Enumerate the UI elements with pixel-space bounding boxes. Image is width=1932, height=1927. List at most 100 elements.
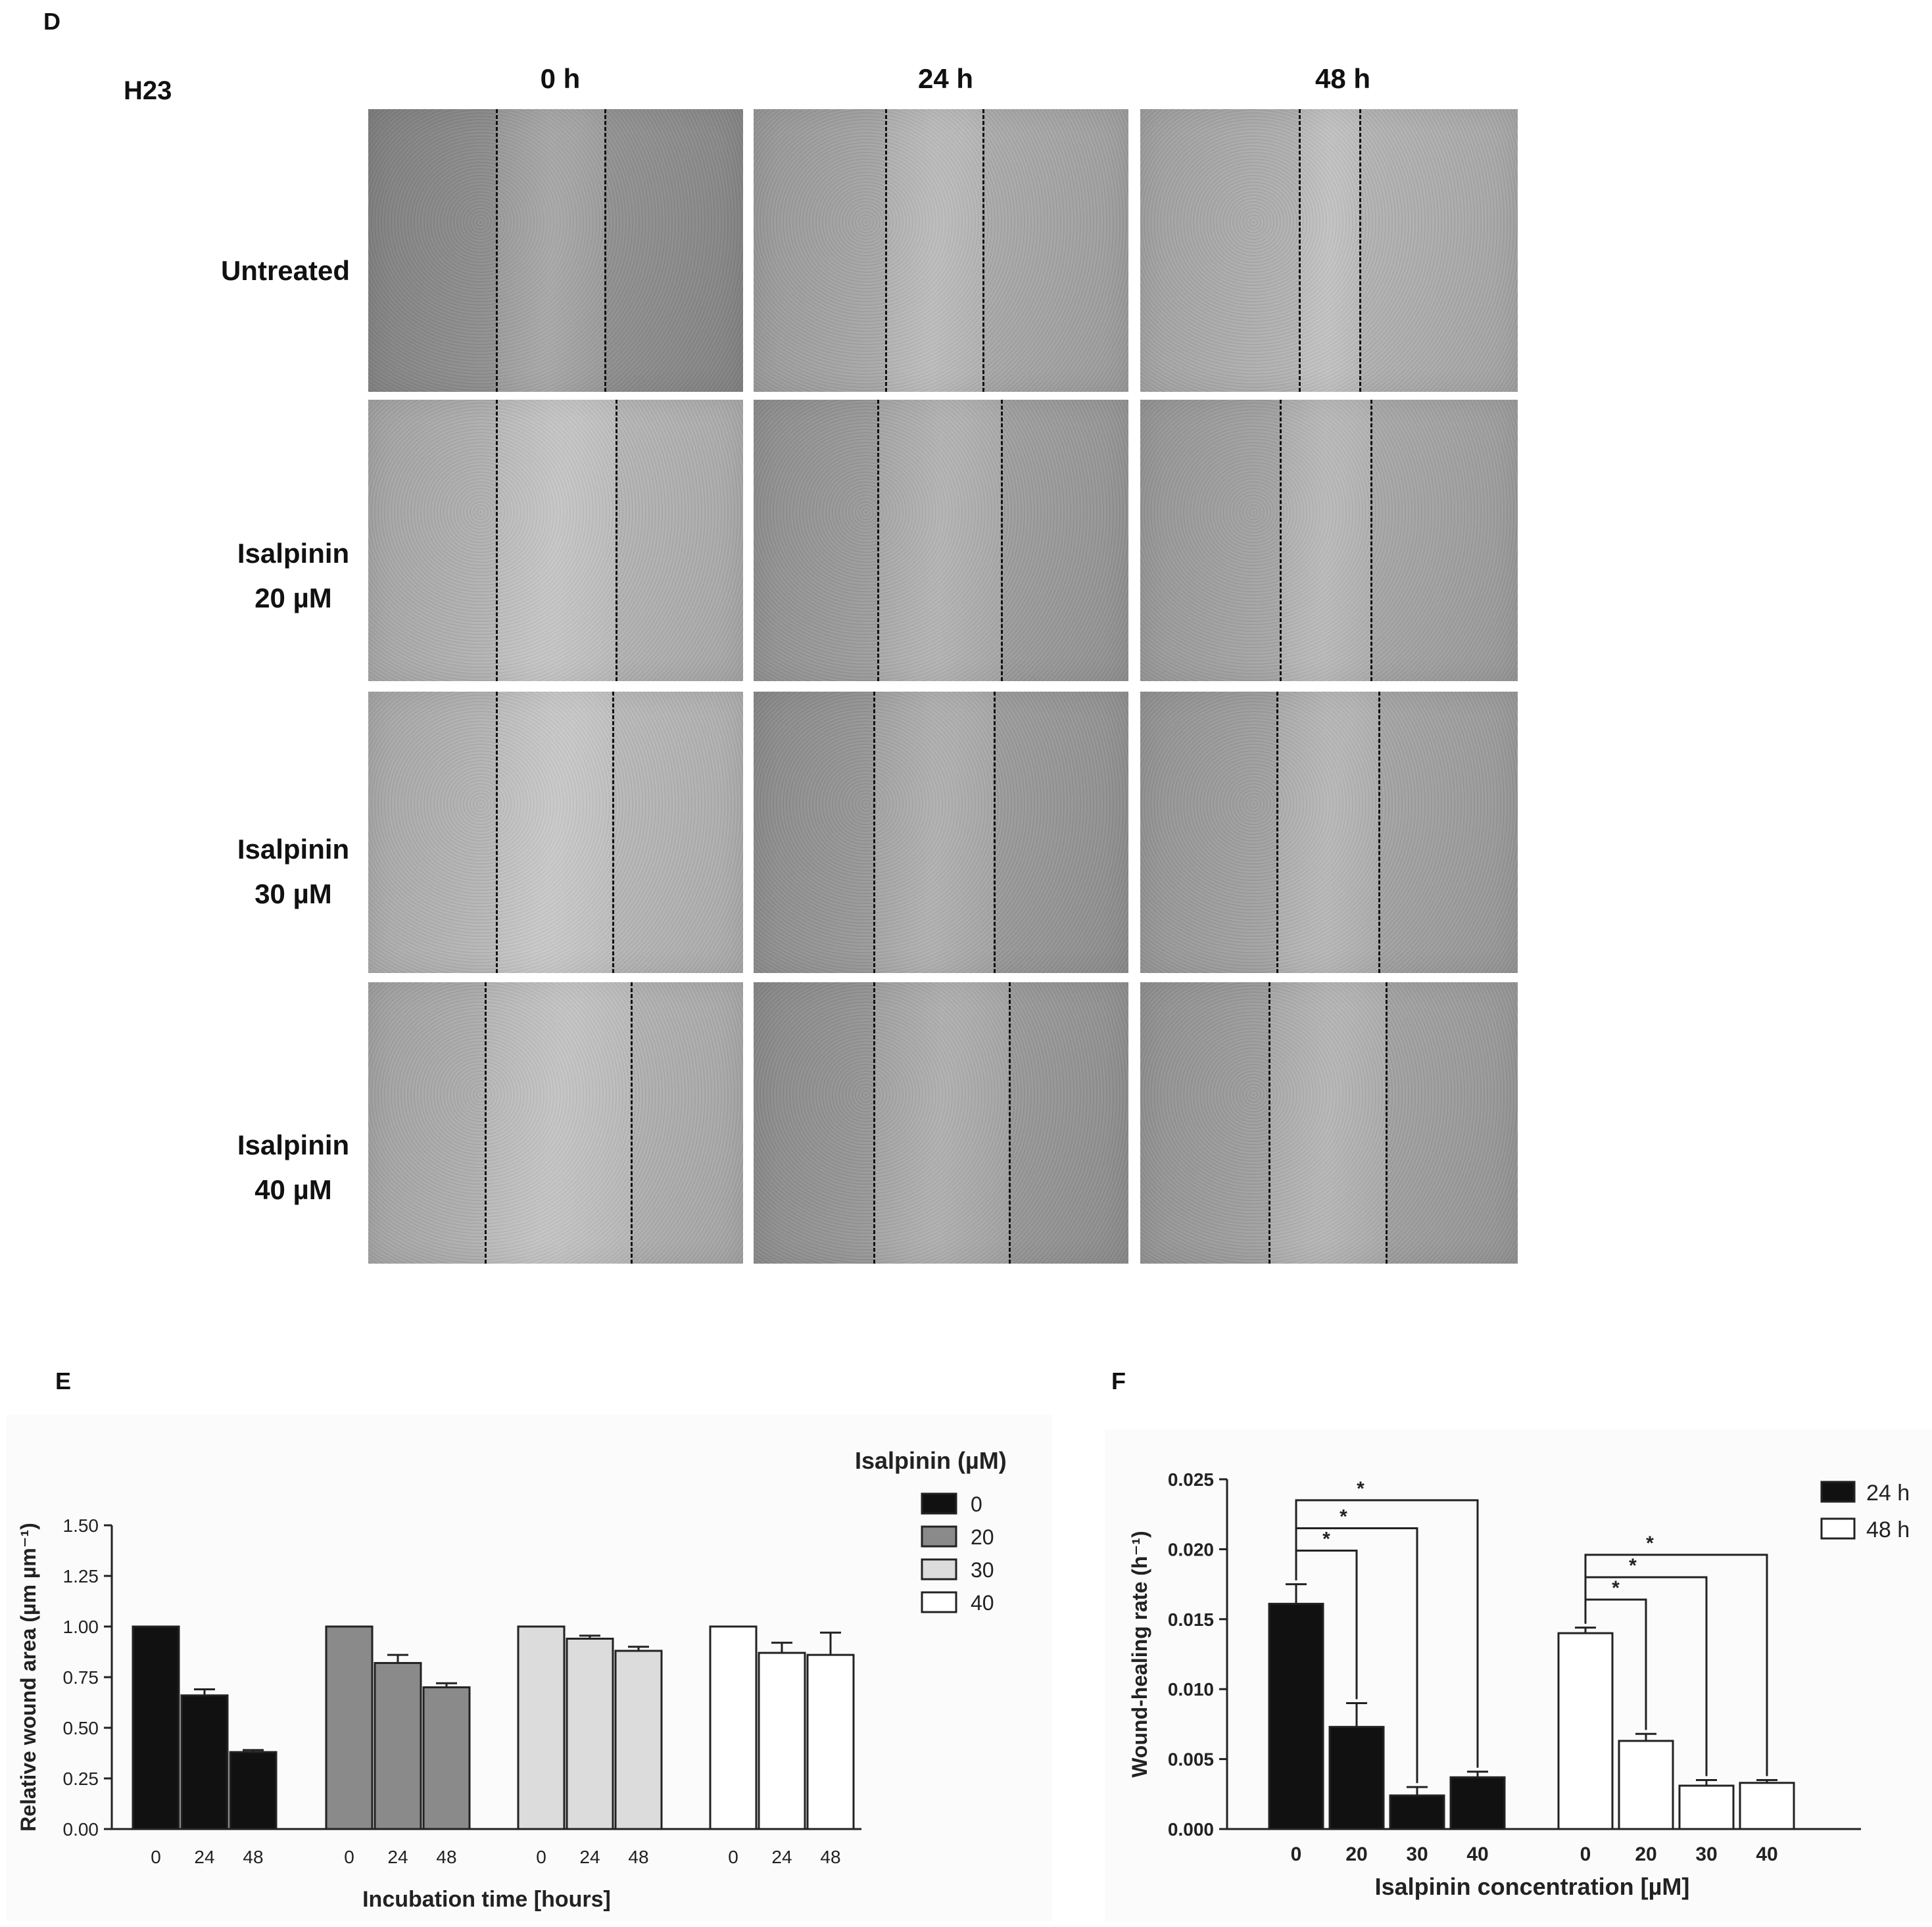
legend-swatch bbox=[921, 1558, 957, 1581]
x-tick-label: 20 bbox=[1635, 1844, 1656, 1865]
micrograph-tile bbox=[754, 982, 1128, 1264]
row-label-isalpinin-20: Isalpinin 20 µM bbox=[237, 538, 350, 613]
x-tick-label: 48 bbox=[820, 1847, 840, 1867]
wound-edge-dashed-line bbox=[884, 109, 887, 392]
wound-gap bbox=[1280, 400, 1371, 681]
x-tick-label: 24 bbox=[194, 1847, 214, 1867]
x-tick-label: 24 bbox=[579, 1847, 600, 1867]
y-tick-label: 0.005 bbox=[1168, 1749, 1214, 1770]
x-tick-label: 48 bbox=[436, 1847, 456, 1867]
micrograph-tile bbox=[754, 692, 1128, 973]
bar bbox=[422, 1686, 471, 1830]
wound-gap bbox=[495, 109, 605, 392]
row-label-untreated: Untreated bbox=[220, 255, 350, 286]
bar bbox=[614, 1650, 663, 1830]
y-tick-label: 0.25 bbox=[63, 1769, 99, 1789]
x-tick-label: 0 bbox=[536, 1847, 546, 1867]
wound-edge-dashed-line bbox=[1299, 109, 1301, 392]
row-label-isalpinin-30: Isalpinin 30 µM bbox=[237, 834, 350, 909]
legend-swatch bbox=[921, 1492, 957, 1515]
legend-swatch bbox=[1820, 1481, 1856, 1503]
legend-label: 20 bbox=[971, 1525, 994, 1549]
bar bbox=[1268, 1602, 1324, 1830]
significance-bracket bbox=[1584, 1554, 1768, 1776]
wound-edge-dashed-line bbox=[495, 692, 498, 973]
y-tick-label: 0.50 bbox=[63, 1718, 99, 1738]
bar bbox=[1557, 1632, 1614, 1830]
bar bbox=[132, 1625, 180, 1830]
wound-edge-dashed-line bbox=[495, 400, 498, 681]
panel-d-letter: D bbox=[43, 8, 60, 35]
wound-edge-dashed-line bbox=[1359, 109, 1361, 392]
wound-edge-dashed-line bbox=[1276, 692, 1278, 973]
wound-edge-dashed-line bbox=[1008, 982, 1011, 1264]
legend-label: 0 bbox=[971, 1492, 982, 1516]
column-header-48h: 48 h bbox=[1315, 63, 1371, 94]
wound-edge-dashed-line bbox=[484, 982, 487, 1264]
bar bbox=[180, 1694, 229, 1830]
wound-gap bbox=[1299, 109, 1359, 392]
micrograph-tile bbox=[1140, 400, 1518, 681]
legend-label: 24 h bbox=[1866, 1481, 1910, 1506]
x-tick-label: 30 bbox=[1406, 1844, 1428, 1865]
x-tick-label: 0 bbox=[728, 1847, 738, 1867]
bar bbox=[1739, 1782, 1795, 1830]
wound-edge-dashed-line bbox=[495, 109, 498, 392]
y-tick-label: 1.50 bbox=[63, 1515, 99, 1536]
column-header-24h: 24 h bbox=[917, 63, 974, 94]
wound-healing-rate-chart: 0.000 0.005 0.010 0.015 0.020 0.025 Wound-heal… bbox=[1105, 1429, 1932, 1922]
y-tick-label: 0.00 bbox=[63, 1819, 99, 1840]
x-tick-label: 48 bbox=[628, 1847, 648, 1867]
bar bbox=[566, 1637, 614, 1830]
bar bbox=[229, 1751, 278, 1830]
significance-star: * bbox=[1357, 1478, 1364, 1500]
wound-gap bbox=[873, 692, 994, 973]
bar bbox=[709, 1625, 758, 1830]
y-axis-label: Wound-healing rate (h⁻¹) bbox=[1128, 1531, 1151, 1777]
panel-e-letter: E bbox=[55, 1368, 72, 1394]
wound-gap bbox=[884, 109, 982, 392]
x-tick-label: 0 bbox=[151, 1847, 161, 1867]
x-axis-label: Incubation time [hours] bbox=[362, 1887, 611, 1912]
y-tick-label: 0.015 bbox=[1168, 1609, 1214, 1630]
wound-gap bbox=[873, 982, 1009, 1264]
significance-star: * bbox=[1322, 1529, 1330, 1550]
wound-edge-dashed-line bbox=[604, 109, 607, 392]
x-tick-label: 0 bbox=[1580, 1844, 1591, 1865]
micrograph-tile bbox=[368, 109, 743, 392]
legend-title: Isalpinin (µM) bbox=[855, 1447, 1007, 1474]
bar bbox=[1389, 1794, 1445, 1830]
x-axis-label: Isalpinin concentration [µM] bbox=[1375, 1873, 1690, 1900]
bar bbox=[758, 1652, 806, 1830]
bar bbox=[1618, 1740, 1674, 1830]
row-label-isalpinin-40: Isalpinin 40 µM bbox=[237, 1130, 350, 1205]
legend-swatch bbox=[921, 1591, 957, 1613]
bar bbox=[517, 1625, 566, 1830]
x-tick-label: 20 bbox=[1345, 1844, 1367, 1865]
significance-star: * bbox=[1612, 1577, 1620, 1599]
micrograph-tile bbox=[368, 982, 743, 1264]
x-tick-label: 24 bbox=[387, 1847, 408, 1867]
wound-gap bbox=[495, 692, 612, 973]
x-tick-label: 48 bbox=[243, 1847, 263, 1867]
wound-edge-dashed-line bbox=[877, 400, 880, 681]
significance-bracket bbox=[1295, 1499, 1479, 1768]
micrograph-tile bbox=[1140, 692, 1518, 973]
micrograph-tile bbox=[1140, 109, 1518, 392]
significance-star: * bbox=[1629, 1555, 1637, 1577]
wound-edge-dashed-line bbox=[1268, 982, 1271, 1264]
wound-edge-dashed-line bbox=[1280, 400, 1282, 681]
column-header-0h: 0 h bbox=[540, 63, 581, 94]
micrograph-tile bbox=[754, 400, 1128, 681]
legend-label: 30 bbox=[971, 1558, 994, 1582]
bar bbox=[374, 1661, 422, 1830]
wound-area-chart: 0.00 0.25 0.50 0.75 1.00 1.25 1.50 Relative wou… bbox=[7, 1415, 1052, 1921]
legend-swatch bbox=[921, 1525, 957, 1548]
legend-label: 40 bbox=[971, 1591, 994, 1615]
x-tick-label: 40 bbox=[1466, 1844, 1488, 1865]
bar bbox=[1449, 1776, 1506, 1830]
x-tick-label: 0 bbox=[344, 1847, 354, 1867]
micrograph-tile bbox=[754, 109, 1128, 392]
wound-edge-dashed-line bbox=[1370, 400, 1373, 681]
